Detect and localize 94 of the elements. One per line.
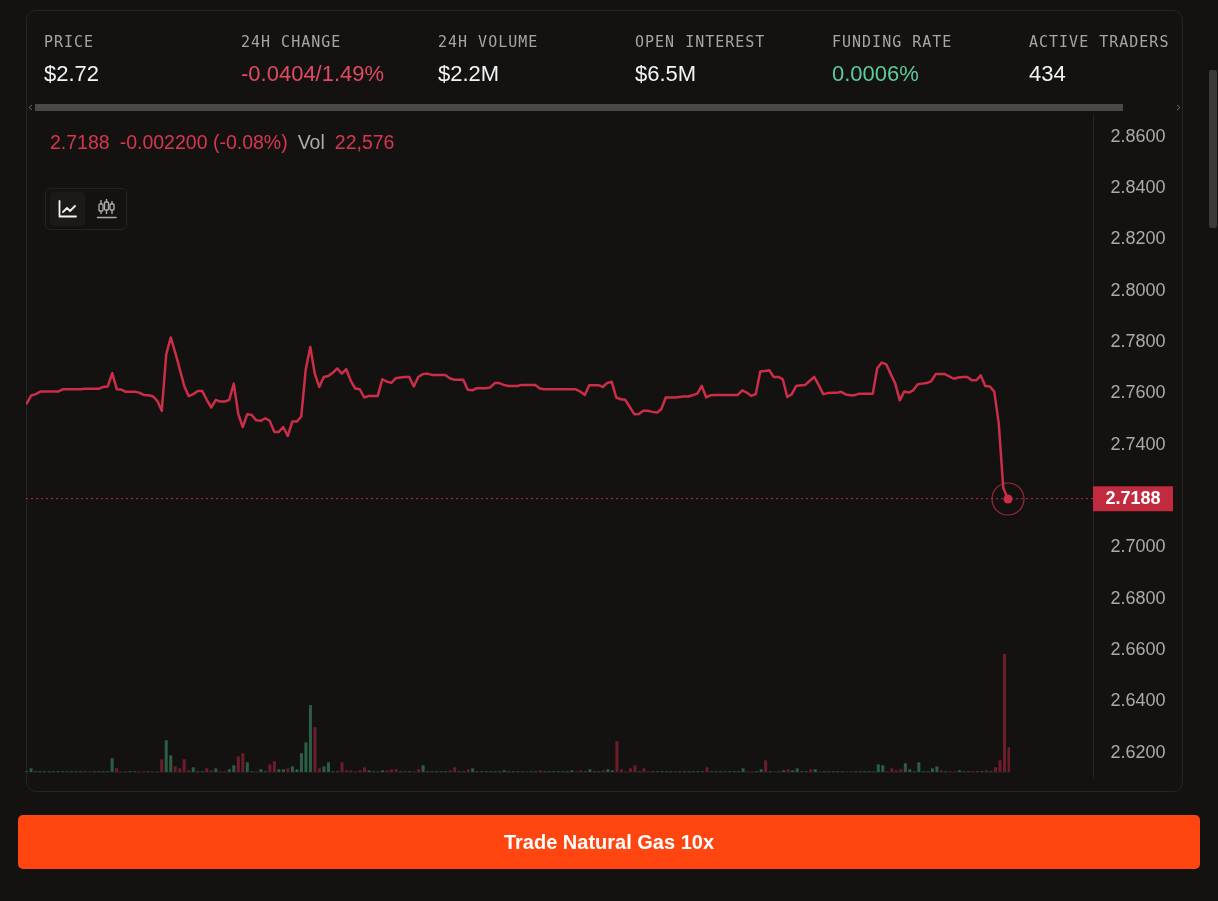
bar: [294, 769, 298, 772]
bar: [267, 764, 271, 772]
bar: [587, 769, 591, 772]
y-tick-label: 2.7400: [1110, 433, 1166, 454]
bar: [619, 769, 623, 772]
bar: [164, 740, 168, 772]
bar: [795, 768, 799, 772]
text: $2.2M: [438, 61, 501, 87]
annotation: Vol: [297, 131, 325, 153]
bar: [889, 768, 893, 772]
bar: [159, 759, 163, 772]
annotation: 2.7188: [50, 131, 110, 153]
bar: [898, 769, 902, 772]
bar: [763, 760, 767, 772]
bar: [285, 768, 289, 772]
bar: [997, 760, 1001, 772]
bar: [605, 769, 609, 772]
bar: [614, 741, 618, 772]
bar: [272, 761, 276, 772]
button: Trade Natural Gas 10x: [18, 815, 1200, 869]
bar: [470, 768, 474, 772]
bar: [916, 762, 920, 772]
bar: [880, 765, 884, 772]
bar: [191, 767, 195, 772]
y-tick-label: 2.6600: [1110, 639, 1166, 660]
bar: [308, 705, 312, 772]
text: 0.0006%: [832, 61, 920, 87]
bar: [641, 768, 645, 772]
bar: [29, 768, 33, 772]
annotation: -0.002200 (-0.08%): [119, 131, 288, 153]
y-tick-label: 2.6400: [1110, 690, 1166, 711]
y-tick-label: 2.8000: [1110, 279, 1166, 300]
bar: [808, 769, 812, 772]
bar: [312, 727, 316, 772]
bar: [452, 767, 456, 772]
bar: [231, 765, 235, 772]
bar: [759, 769, 763, 772]
text: OPEN INTEREST: [635, 33, 766, 51]
bar: [317, 768, 321, 772]
y-tick-label: 2.7600: [1110, 382, 1166, 403]
bar: [213, 768, 217, 772]
text: ACTIVE TRADERS: [1029, 33, 1170, 51]
ref-line-label: 2.7188: [1105, 487, 1161, 508]
y-tick-label: 2.7000: [1110, 536, 1166, 557]
bar: [276, 769, 280, 772]
bar: [786, 769, 790, 772]
bar: [290, 766, 294, 772]
bar: [236, 756, 240, 772]
bar: [114, 768, 118, 772]
bar: [394, 769, 398, 772]
bar: [421, 765, 425, 772]
text: 24H CHANGE: [241, 33, 343, 51]
bar: [326, 762, 330, 772]
bar: [173, 766, 177, 772]
bar: [182, 759, 186, 772]
text: -0.0404/1.49%: [241, 61, 385, 87]
text: PRICE: [44, 33, 96, 51]
bar: [245, 762, 249, 772]
text: 24H VOLUME: [438, 33, 539, 51]
bar: [813, 769, 817, 772]
annotation: 22,576: [334, 131, 395, 153]
bar: [416, 769, 420, 772]
bar: [321, 766, 325, 772]
bar: [362, 767, 366, 772]
bar: [903, 763, 907, 772]
y-tick-label: 2.7800: [1110, 331, 1166, 352]
bar: [303, 742, 307, 772]
text: $6.5M: [635, 61, 698, 87]
bar: [240, 753, 244, 772]
bar: [632, 765, 636, 772]
bar: [628, 768, 632, 772]
bar: [177, 768, 181, 772]
bar: [466, 769, 470, 772]
bar: [389, 769, 393, 772]
bar: [227, 769, 231, 772]
bar: [110, 758, 114, 772]
bar: [281, 769, 285, 772]
bar: [204, 768, 208, 772]
y-tick-label: 2.6800: [1110, 587, 1166, 608]
text: 434: [1029, 61, 1067, 87]
bar: [1002, 654, 1006, 772]
y-tick-label: 2.6200: [1110, 741, 1166, 762]
bar: [258, 769, 262, 772]
bar: [930, 768, 934, 772]
text: FUNDING RATE: [832, 33, 953, 51]
bar: [934, 766, 938, 772]
y-tick-label: 2.8200: [1110, 228, 1166, 249]
bar: [741, 768, 745, 772]
bar: [339, 762, 343, 772]
y-tick-label: 2.8600: [1110, 125, 1166, 146]
y-tick-label: 2.8400: [1110, 176, 1166, 197]
bar: [876, 764, 880, 772]
bar: [705, 767, 709, 772]
text: $2.72: [44, 61, 100, 87]
